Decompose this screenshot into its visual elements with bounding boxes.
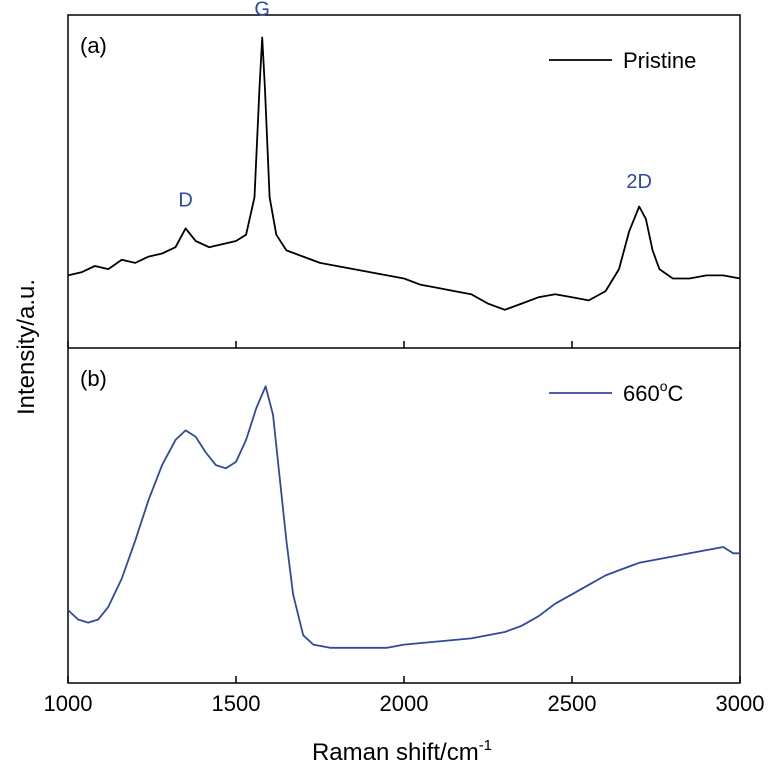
labels-layer: (a) Pristine D G 2D (b) 660oC (80, 0, 696, 406)
legend-label-superscript: o (660, 378, 668, 394)
legend-label-name: 660 (623, 381, 660, 406)
legend-label: Pristine (623, 48, 696, 73)
x-tick-label: 1000 (44, 691, 93, 716)
legend-label-name: Pristine (623, 48, 696, 73)
series-layer (67, 36, 741, 649)
series-line-660c (67, 385, 740, 649)
peak-label-2d: 2D (626, 171, 652, 193)
x-axis-title-main: Raman shift/cm (312, 739, 479, 766)
x-axis-ticks: 1000 1500 2000 2500 3000 (44, 341, 765, 716)
panel-label-a: (a) (80, 33, 107, 58)
x-axis-title-superscript: -1 (479, 737, 492, 754)
series-line-pristine (67, 36, 741, 311)
plot-border (67, 14, 741, 684)
x-tick-label: 2500 (548, 691, 597, 716)
plot-frame (67, 14, 741, 684)
x-axis-title: Raman shift/cm-1 (312, 737, 492, 766)
legend-label: 660oC (623, 378, 684, 406)
x-tick-label: 1500 (212, 691, 261, 716)
peak-label-g: G (254, 0, 270, 21)
x-tick-label: 2000 (380, 691, 429, 716)
panel-label-b: (b) (80, 366, 107, 391)
y-axis-title: Intensity/a.u. (13, 279, 40, 415)
legend-label-suffix: C (668, 381, 684, 406)
peak-label-d: D (178, 190, 192, 212)
x-tick-label: 3000 (716, 691, 765, 716)
